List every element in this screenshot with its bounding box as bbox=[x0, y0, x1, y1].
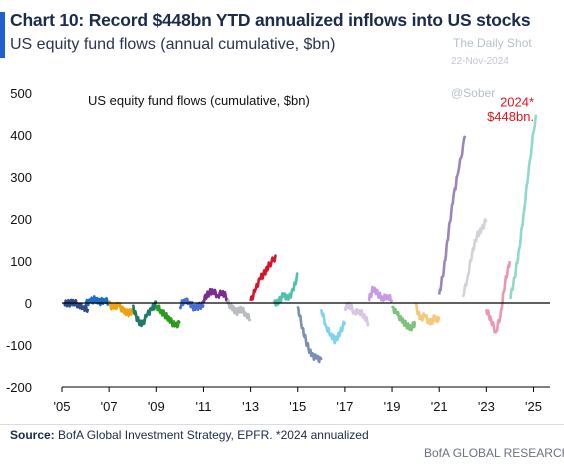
brand-logo-text: BofA GLOBAL RESEARCH bbox=[424, 446, 564, 460]
series-line-2023 bbox=[485, 260, 512, 334]
series-line-2019 bbox=[390, 305, 417, 332]
chart-svg: -200 -100 0 100 200 300 400 500 '05 '07 '09 '11 '13… bbox=[6, 86, 550, 414]
y-tick-label: 0 bbox=[25, 296, 32, 311]
footer-divider bbox=[0, 424, 564, 425]
x-tick-label: '21 bbox=[431, 399, 448, 414]
source-note: Source: BofA Global Investment Strategy,… bbox=[10, 428, 369, 442]
chart-title: Chart 10: Record $448bn YTD annualized i… bbox=[10, 10, 531, 30]
y-axis: -200 -100 0 100 200 300 400 500 bbox=[6, 86, 32, 395]
x-axis: '05 '07 '09 '11 '13 '15 '17 '19 '21 '23 '25 bbox=[54, 386, 550, 414]
series-line-2020 bbox=[414, 302, 441, 326]
source-text: BofA Global Investment Strategy, EPFR. *… bbox=[54, 428, 369, 442]
chart-subtitle: US equity fund flows (annual cumulative,… bbox=[10, 36, 336, 53]
watermark-handle: @Sober bbox=[451, 86, 496, 100]
series-line-2017 bbox=[343, 301, 370, 327]
series-line-2021 bbox=[437, 135, 467, 295]
x-tick-label: '05 bbox=[54, 399, 71, 414]
series-line-2008 bbox=[131, 300, 158, 328]
y-tick-label: 300 bbox=[10, 170, 32, 185]
plot-area: -200 -100 0 100 200 300 400 500 '05 '07 '09 '11 '13… bbox=[4, 76, 556, 424]
series-line-2010 bbox=[178, 297, 205, 312]
series-line-2009 bbox=[155, 304, 181, 329]
y-tick-label: -200 bbox=[6, 380, 32, 395]
title-accent-bar bbox=[0, 12, 5, 58]
annotation-value: $448bn. bbox=[487, 109, 534, 124]
x-tick-label: '13 bbox=[242, 399, 259, 414]
y-tick-label: 400 bbox=[10, 128, 32, 143]
x-tick-label: '09 bbox=[148, 399, 165, 414]
y-tick-label: -100 bbox=[6, 338, 32, 353]
inner-chart-title: US equity fund flows (cumulative, $bn) bbox=[88, 93, 310, 108]
series-line-2014 bbox=[272, 272, 299, 307]
x-tick-label: '07 bbox=[101, 399, 118, 414]
series-line-2006 bbox=[84, 295, 110, 307]
x-tick-label: '19 bbox=[384, 399, 401, 414]
x-tick-label: '11 bbox=[195, 399, 211, 414]
x-tick-label: '23 bbox=[478, 399, 495, 414]
series-line-2022 bbox=[461, 218, 488, 298]
watermark-publisher: The Daily Shot bbox=[453, 36, 532, 50]
source-label: Source: bbox=[10, 428, 55, 442]
x-tick-label: '25 bbox=[525, 399, 542, 414]
series-line-2013 bbox=[249, 254, 277, 302]
x-tick-label: '17 bbox=[336, 399, 353, 414]
annotation-year: 2024* bbox=[500, 94, 534, 109]
series-layer bbox=[63, 114, 538, 364]
series-line-2012 bbox=[225, 299, 252, 322]
series-line-2007 bbox=[107, 300, 134, 318]
series-line-2015 bbox=[296, 306, 323, 364]
series-line-2024 bbox=[508, 114, 538, 300]
watermark-date: 22-Nov-2024 bbox=[451, 56, 509, 67]
series-line-2011 bbox=[202, 287, 229, 303]
series-line-2016 bbox=[320, 309, 347, 345]
y-tick-label: 100 bbox=[10, 254, 32, 269]
series-line-2018 bbox=[367, 285, 394, 303]
y-tick-label: 500 bbox=[10, 86, 32, 101]
series-line-2005 bbox=[63, 298, 90, 313]
x-tick-label: '15 bbox=[289, 399, 306, 414]
y-tick-label: 200 bbox=[10, 212, 32, 227]
